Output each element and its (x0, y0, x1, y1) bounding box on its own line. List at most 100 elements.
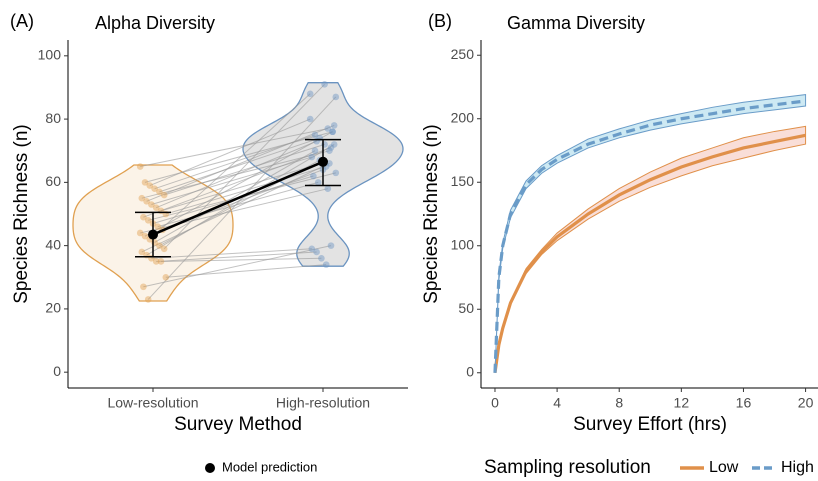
point (140, 283, 147, 291)
point (148, 201, 155, 208)
pair-line (149, 93, 311, 240)
x-tick-label: 0 (491, 395, 499, 411)
pair-line (160, 162, 322, 212)
point (327, 144, 335, 151)
pair-line (156, 251, 317, 262)
point (322, 261, 330, 268)
point (306, 115, 314, 123)
pair-line (159, 137, 320, 193)
point (157, 258, 165, 265)
y-tick-label: 100 (38, 47, 62, 63)
point (310, 172, 317, 180)
point (329, 128, 336, 136)
x-axis-title: Survey Effort (hrs) (573, 414, 727, 435)
pair-line (144, 131, 333, 237)
x-tick-label: 20 (798, 395, 814, 411)
ribbon (494, 125, 807, 373)
y-tick-label: 250 (451, 46, 475, 62)
line (493, 99, 806, 373)
point (314, 179, 322, 186)
point (332, 93, 340, 101)
model-point (318, 156, 328, 167)
pair-line (151, 248, 312, 259)
point (154, 223, 162, 230)
point (306, 90, 314, 98)
pair-line (157, 181, 319, 228)
point (330, 141, 338, 148)
legend-label: Model prediction (222, 459, 317, 474)
x-axis-title: Survey Method (174, 414, 302, 435)
chart-title: Gamma Diversity (507, 13, 645, 33)
point (152, 204, 160, 211)
pair-line (163, 83, 325, 250)
legend-marker (205, 463, 215, 473)
point (330, 122, 338, 129)
point (311, 147, 319, 155)
point (136, 229, 144, 237)
x-tick-label: 12 (674, 395, 690, 411)
point (324, 185, 332, 192)
point (146, 182, 154, 189)
x-tick-label: High-resolution (276, 395, 370, 411)
x-tick-label: 16 (736, 395, 752, 411)
pair-line (164, 143, 325, 196)
y-tick-label: 40 (45, 236, 61, 252)
point (326, 147, 333, 155)
y-tick-label: 80 (45, 110, 61, 126)
pair-line (146, 124, 335, 202)
y-tick-label: 200 (451, 109, 475, 125)
pair-line (149, 118, 311, 186)
point (329, 128, 336, 136)
point (160, 245, 168, 253)
pair-line (165, 264, 327, 278)
legend-label: Low (709, 459, 739, 476)
point (141, 179, 149, 186)
pair-line (141, 162, 330, 253)
point (152, 258, 160, 265)
point (140, 213, 147, 221)
point (308, 245, 316, 253)
x-tick-label: Low-resolution (107, 395, 198, 411)
y-tick-label: 150 (451, 173, 475, 189)
point (138, 194, 146, 202)
legend-title: Sampling resolution (484, 457, 651, 478)
pair-line (140, 128, 328, 168)
model-point (148, 229, 158, 240)
point (138, 248, 146, 256)
point (160, 191, 168, 199)
point (324, 125, 332, 132)
point (162, 273, 170, 281)
y-tick-label: 60 (45, 173, 61, 189)
chart-title: Alpha Diversity (95, 13, 215, 33)
y-tick-label: 100 (451, 236, 475, 252)
point (151, 185, 158, 192)
point (144, 296, 152, 303)
y-axis-title: Species Richness (n) (11, 124, 32, 304)
pair-line (147, 96, 337, 300)
panel-label: (A) (10, 11, 34, 31)
model-line (152, 160, 324, 236)
ribbon (494, 94, 807, 373)
point (308, 153, 316, 161)
y-tick-label: 20 (45, 300, 61, 316)
point (141, 232, 149, 240)
x-tick-label: 4 (553, 395, 561, 411)
y-axis-title: Species Richness (n) (421, 124, 442, 304)
point (313, 248, 320, 256)
point (318, 254, 325, 262)
y-tick-label: 0 (53, 363, 61, 379)
pair-line (160, 257, 322, 262)
point (332, 169, 340, 177)
point (156, 242, 163, 249)
y-tick-label: 0 (466, 363, 474, 379)
point (136, 163, 144, 170)
panel-label: (B) (428, 11, 452, 31)
point (321, 80, 328, 88)
line (493, 133, 806, 373)
pair-line (154, 150, 316, 243)
point (156, 188, 163, 196)
point (144, 217, 152, 224)
point (311, 131, 319, 139)
point (327, 242, 335, 249)
